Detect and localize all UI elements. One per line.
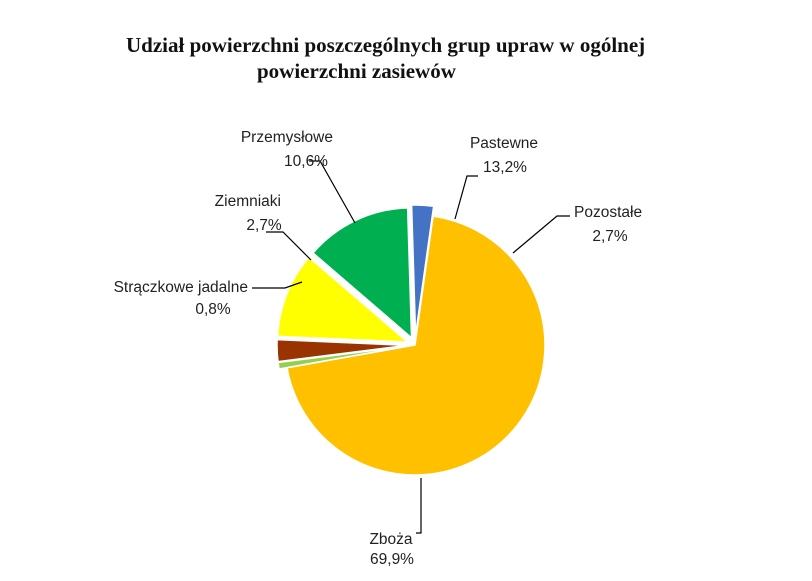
pie-slice-zboza	[286, 215, 546, 476]
leader-lines	[252, 160, 570, 534]
data-label-name-pastewne: Pastewne	[470, 135, 538, 152]
pie-slice-przemyslowe	[276, 256, 410, 343]
leader-line-straczkowe-jadalne	[252, 281, 303, 289]
data-labels: Zboża 69,9% Strączkowe jadalne 0,8% Ziemniak…	[114, 129, 643, 568]
data-label-value-przemyslowe: 10,6%	[284, 153, 328, 170]
data-label-name-zboza: Zboża	[369, 531, 412, 548]
pie-slice-pastewne	[311, 207, 413, 340]
pie-slice-straczkowe-jadalne	[277, 345, 408, 370]
leader-line-zboza	[416, 478, 422, 534]
data-label-name-ziemniaki: Ziemniaki	[215, 193, 281, 210]
leader-line-ziemniaki	[266, 231, 312, 261]
data-label-name-pozostale: Pozostałe	[574, 204, 642, 221]
leader-line-przemyslowe	[309, 160, 356, 224]
data-label-value-straczkowe-jadalne: 0,8%	[195, 301, 231, 318]
pie-slices	[276, 204, 546, 476]
pie-slice-ziemniaki	[276, 338, 408, 363]
data-label-value-zboza: 69,9%	[370, 551, 414, 568]
leader-line-pozostale	[512, 215, 570, 254]
data-label-value-pozostale: 2,7%	[592, 228, 628, 245]
data-label-value-pastewne: 13,2%	[483, 159, 527, 176]
chart-title-line-1: Udział powierzchni poszczególnych grup u…	[126, 33, 646, 57]
data-label-name-przemyslowe: Przemysłowe	[241, 129, 333, 146]
data-label-name-straczkowe-jadalne: Strączkowe jadalne	[114, 279, 248, 296]
leader-line-pastewne	[454, 175, 478, 220]
chart-title-line-2: powierzchni zasiewów	[257, 59, 456, 83]
data-label-value-ziemniaki: 2,7%	[246, 217, 282, 234]
pie-slice-pozostale	[410, 204, 435, 336]
